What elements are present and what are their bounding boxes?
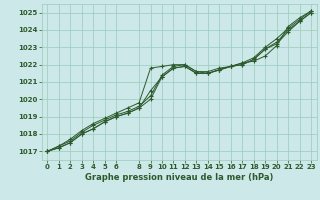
X-axis label: Graphe pression niveau de la mer (hPa): Graphe pression niveau de la mer (hPa) — [85, 173, 273, 182]
